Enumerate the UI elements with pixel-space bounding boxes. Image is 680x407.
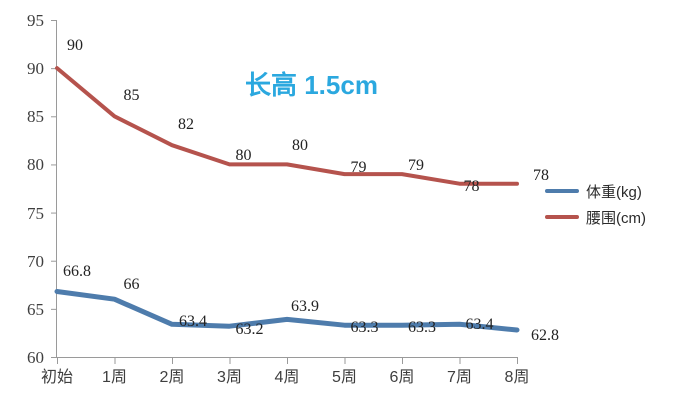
- legend-label-weight: 体重(kg): [586, 183, 642, 201]
- y-tick-label-90: 90: [27, 59, 44, 79]
- x-tick-label-3: 3周: [217, 369, 242, 386]
- data-label-weight-2: 63.4: [179, 313, 207, 331]
- series-line-weight: [54, 289, 520, 333]
- data-label-waist-2: 82: [178, 116, 194, 134]
- y-tick-label-85: 85: [27, 107, 44, 127]
- x-tick-label-1: 1周: [102, 369, 127, 386]
- data-label-waist-3: 80: [235, 147, 252, 165]
- x-tick-label-5: 5周: [332, 369, 357, 386]
- x-tick-label-4: 4周: [274, 369, 300, 386]
- data-label-weight-3: 63.2: [235, 321, 264, 339]
- legend-item-weight[interactable]: 体重(kg): [545, 178, 675, 204]
- y-tick-label-95: 95: [27, 11, 44, 30]
- data-label-waist-6: 79: [408, 157, 424, 175]
- data-label-waist-0: 90: [67, 37, 83, 55]
- data-label-weight-0: 66.8: [63, 262, 91, 280]
- x-tick-label-8: 8周: [504, 369, 530, 386]
- data-label-weight-5: 63.3: [350, 319, 379, 337]
- legend-label-waist: 腰围(cm): [586, 209, 646, 227]
- legend-swatch-waist: [545, 215, 579, 219]
- data-label-weight-6: 63.3: [408, 319, 436, 337]
- data-label-waist-5: 79: [350, 159, 367, 177]
- x-tick-label-6: 6周: [389, 369, 415, 386]
- data-label-weight-7: 63.4: [465, 316, 494, 334]
- x-tick-label-2: 2周: [159, 369, 185, 386]
- x-tick-label-0: 初始: [40, 369, 73, 386]
- annotation-growth-text: 长高 1.5cm: [245, 70, 378, 100]
- x-tick-label-7: 7周: [447, 369, 472, 386]
- data-label-weight-1: 66: [123, 276, 140, 294]
- data-label-waist-8: 78: [533, 166, 549, 184]
- y-tick-label-80: 80: [27, 155, 44, 175]
- data-label-waist-4: 80: [292, 137, 308, 155]
- data-label-waist-7: 78: [463, 177, 480, 195]
- axes: [51, 20, 518, 364]
- data-label-weight-8: 62.8: [531, 327, 559, 345]
- y-tick-label-75: 75: [27, 203, 44, 223]
- data-label-weight-4: 63.9: [291, 298, 319, 316]
- series-line-waist: [55, 66, 519, 186]
- y-tick-label-70: 70: [27, 251, 44, 271]
- data-label-waist-1: 85: [123, 87, 140, 105]
- legend-swatch-weight: [545, 189, 579, 193]
- y-tick-label-60: 60: [27, 348, 44, 367]
- legend-item-waist[interactable]: 腰围(cm): [545, 204, 675, 230]
- chart-legend: 体重(kg) 腰围(cm): [545, 178, 675, 230]
- y-tick-label-65: 65: [27, 299, 44, 319]
